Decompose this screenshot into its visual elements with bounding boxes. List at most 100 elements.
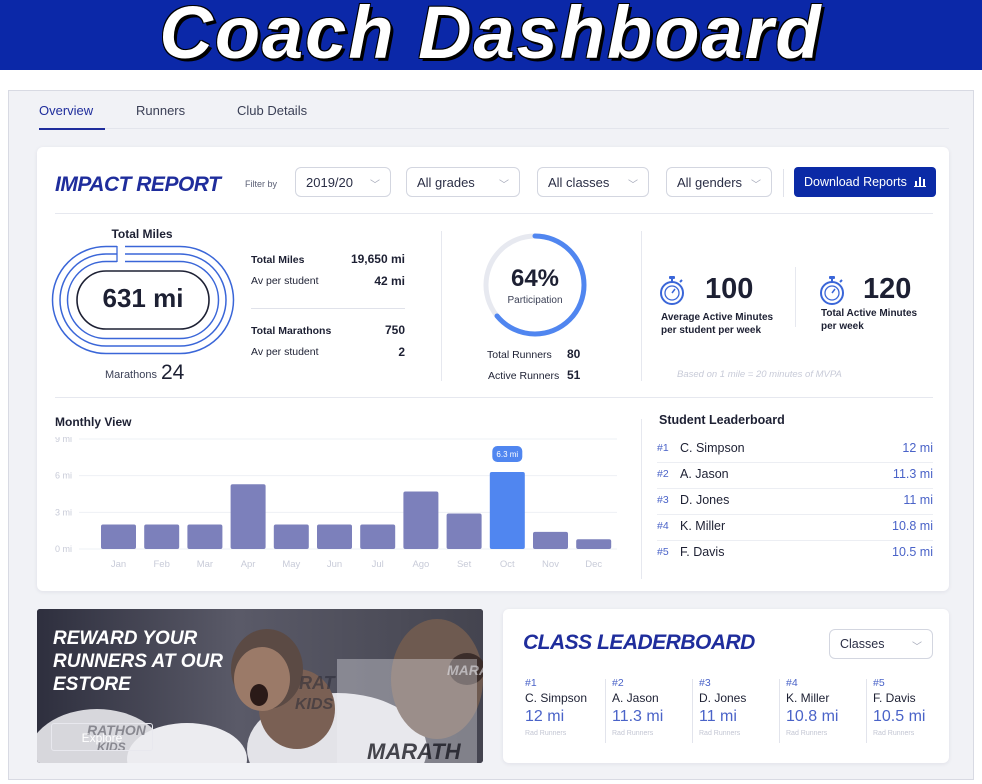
class-leaderboard-item[interactable]: #5 F. Davis 10.5 mi Rad Runners (866, 677, 953, 747)
tab-overview[interactable]: Overview (39, 103, 94, 118)
leaderboard-row[interactable]: #5 F. Davis 10.5 mi (657, 541, 933, 567)
class-value: 10.8 mi (786, 708, 839, 725)
bar-oct[interactable] (489, 472, 525, 549)
item-divider (692, 679, 693, 743)
total-active-minutes-label-2: per week (821, 321, 864, 332)
class-name: K. Miller (786, 691, 830, 705)
bar-jan[interactable] (101, 524, 136, 549)
banner-title: Coach Dashboard (159, 0, 823, 70)
chevron-down-icon: ﹀ (370, 180, 380, 191)
x-tick-label: Feb (154, 559, 170, 570)
bar-jun[interactable] (317, 524, 352, 549)
leaderboard-name: K. Miller (680, 519, 726, 533)
leaderboard-name: D. Jones (680, 493, 730, 507)
chevron-down-icon: ﹀ (912, 642, 922, 653)
chevron-down-icon: ﹀ (499, 180, 509, 191)
stats-divider (251, 308, 405, 309)
genders-select[interactable]: All genders ﹀ (666, 167, 772, 197)
bar-nov[interactable] (533, 531, 568, 549)
class-leaderboard-item[interactable]: #3 D. Jones 11 mi Rad Runners (692, 677, 779, 747)
genders-select-value: All genders (677, 175, 743, 190)
header-divider (55, 213, 933, 214)
bar-jul[interactable] (360, 524, 396, 549)
class-value: 12 mi (525, 708, 565, 725)
class-leaderboard-item[interactable]: #2 A. Jason 11.3 mi Rad Runners (605, 677, 692, 747)
x-tick-label: Jun (327, 559, 342, 570)
year-select-value: 2019/20 (306, 175, 353, 190)
class-leaderboard-card: CLASS LEADERBOARD Classes ﹀ #1 C. Simpso… (503, 609, 949, 763)
participation-label: Participation (507, 295, 563, 306)
class-club: Rad Runners (525, 730, 567, 737)
bar-ago[interactable] (403, 491, 439, 549)
explore-button[interactable]: Explore (51, 723, 153, 751)
class-name: D. Jones (699, 691, 747, 705)
avg-active-minutes-value: 100 (705, 273, 754, 305)
bar-set[interactable] (446, 513, 482, 549)
leaderboard-divider (641, 419, 642, 579)
chevron-down-icon: ﹀ (751, 180, 761, 191)
bar-feb[interactable] (144, 524, 180, 549)
tab-club-details[interactable]: Club Details (237, 103, 308, 118)
leaderboard-row[interactable]: #1 C. Simpson 12 mi (657, 437, 933, 463)
x-tick-label: Jul (372, 559, 384, 570)
section-divider (55, 397, 933, 398)
highlight-tooltip-label: 6.3 mi (496, 450, 518, 459)
marathons-label: Marathons (105, 369, 157, 381)
bar-chart-icon (914, 177, 926, 187)
shirt-print-texts: RAT KIDS MARATH RATHON KIDS MARATHO (87, 662, 483, 763)
participation-percent: 64% (510, 265, 560, 292)
class-name: F. Davis (873, 691, 916, 705)
leaderboard-rank: #1 (657, 442, 669, 454)
classes-select[interactable]: All classes ﹀ (537, 167, 649, 197)
classes-dropdown[interactable]: Classes ﹀ (829, 629, 933, 659)
av-miles-value: 42 mi (374, 274, 405, 288)
y-tick-label: 6 mi (55, 471, 72, 481)
class-rank: #1 (525, 677, 537, 689)
class-club: Rad Runners (612, 730, 654, 737)
filter-divider (783, 169, 784, 197)
class-leaderboard-item[interactable]: #1 C. Simpson 12 mi Rad Runners (525, 677, 605, 747)
participation-ring (483, 233, 587, 337)
x-tick-label: Mar (197, 559, 213, 570)
leaderboard-name: A. Jason (680, 467, 729, 481)
stopwatch-icon (820, 276, 844, 305)
impact-report-title: IMPACT REPORT (55, 173, 221, 196)
kids-photo (37, 609, 483, 763)
leaderboard-value: 10.5 mi (892, 545, 933, 559)
class-club: Rad Runners (699, 730, 741, 737)
bar-dec[interactable] (576, 539, 612, 549)
x-tick-label: Nov (542, 559, 559, 570)
leaderboard-row[interactable]: #3 D. Jones 11 mi (657, 489, 933, 515)
total-active-minutes-label-1: Total Active Minutes (821, 308, 918, 319)
filter-label: Filter by (245, 179, 278, 189)
student-leaderboard-title: Student Leaderboard (659, 413, 785, 427)
x-tick-label: Ago (412, 559, 429, 570)
tab-runners[interactable]: Runners (136, 103, 186, 118)
active-runners-value: 51 (567, 368, 581, 382)
avg-active-minutes-label-1: Average Active Minutes (661, 312, 774, 323)
promo-title: REWARD YOUR RUNNERS AT OUR ESTORE (53, 628, 223, 695)
total-miles-value: 631 mi (102, 283, 184, 313)
leaderboard-value: 11.3 mi (892, 467, 933, 481)
bar-mar[interactable] (187, 524, 223, 549)
leaderboard-row[interactable]: #2 A. Jason 11.3 mi (657, 463, 933, 489)
total-miles-stat-label: Total Miles (251, 254, 305, 266)
leaderboard-row[interactable]: #4 K. Miller 10.8 mi (657, 515, 933, 541)
av-marathons-label: Av per student (251, 346, 319, 358)
shirt-text: RATHON (87, 722, 147, 738)
y-tick-label: 0 mi (55, 544, 72, 554)
tab-bar: Overview Runners Club Details (39, 91, 949, 130)
leaderboard-rank: #2 (657, 468, 669, 480)
download-reports-button[interactable]: Download Reports (794, 167, 936, 197)
class-leaderboard-item[interactable]: #4 K. Miller 10.8 mi Rad Runners (779, 677, 866, 747)
year-select[interactable]: 2019/20 ﹀ (295, 167, 391, 197)
class-club: Rad Runners (873, 730, 915, 737)
grades-select[interactable]: All grades ﹀ (406, 167, 520, 197)
highlight-tooltip (492, 446, 523, 462)
monthly-bar-chart: 0 mi 3 mi 6 mi 9 mi Jan Feb Mar Apr May Jun Jul Ago… (55, 437, 617, 570)
running-track-icon (51, 245, 235, 355)
mvpa-footnote: Based on 1 mile = 20 minutes of MVPA (677, 369, 842, 380)
bar-apr[interactable] (230, 484, 266, 549)
x-tick-label: Oct (500, 559, 515, 570)
bar-may[interactable] (273, 524, 309, 549)
